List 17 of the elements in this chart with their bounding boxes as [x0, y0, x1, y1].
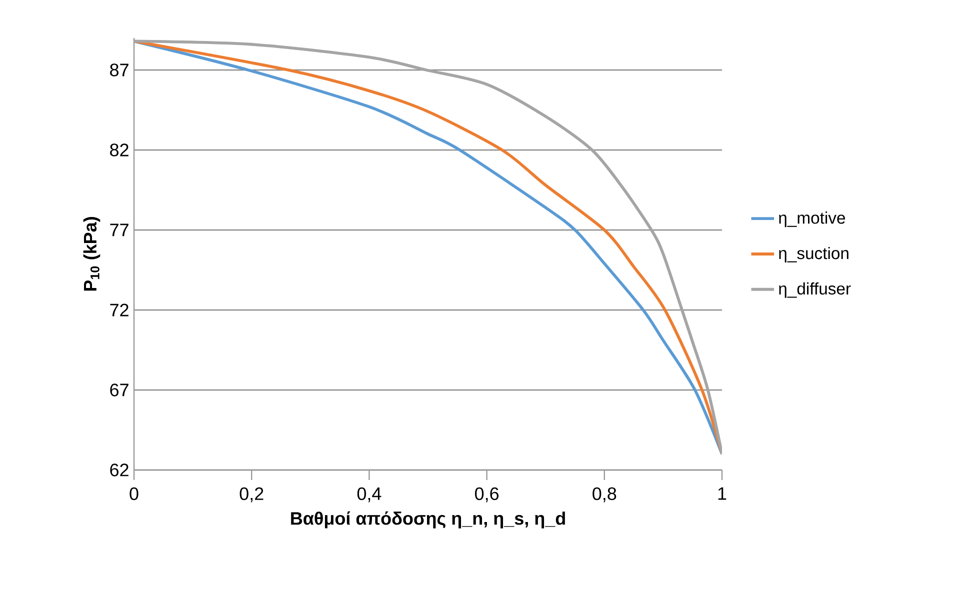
x-tick-label: 0,8 [592, 487, 616, 502]
legend-label: η_suction [779, 246, 848, 262]
x-tick-label: 0 [130, 487, 138, 500]
x-axis-title: Βαθμοί απόδοσης η_n, η_s, η_d [291, 511, 565, 528]
x-tick-label: 1 [718, 487, 726, 500]
y-tick-label: 67 [110, 384, 128, 396]
y-tick-label: 62 [110, 464, 128, 476]
y-tick-label: 77 [110, 224, 128, 236]
y-tick-label: 87 [110, 64, 128, 76]
y-tick-label: 82 [110, 144, 128, 156]
x-tick-label: 0,4 [357, 487, 382, 502]
x-tick-label: 0,6 [475, 487, 499, 502]
x-tick-label: 0,2 [240, 487, 264, 502]
y-tick-label: 72 [110, 304, 128, 316]
legend-label: η_motive [779, 212, 846, 228]
legend-label: η_diffuser [779, 282, 851, 298]
y-axis-title: P$_{10}$ (kPa) [83, 217, 100, 291]
